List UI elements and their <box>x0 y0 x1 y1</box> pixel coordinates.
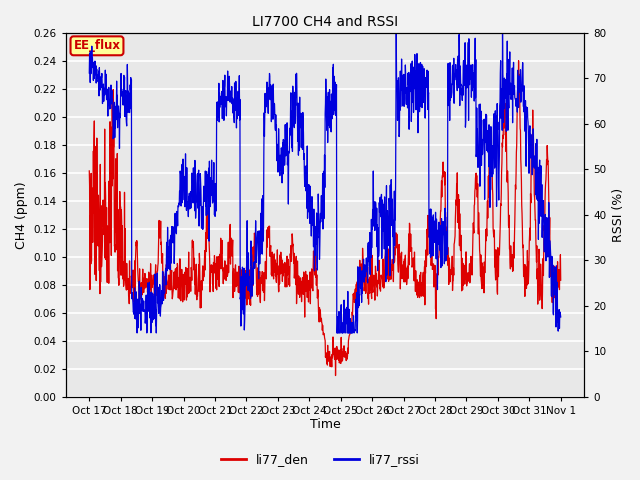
Y-axis label: CH4 (ppm): CH4 (ppm) <box>15 181 28 249</box>
Legend: li77_den, li77_rssi: li77_den, li77_rssi <box>216 448 424 471</box>
Y-axis label: RSSI (%): RSSI (%) <box>612 188 625 242</box>
Title: LI7700 CH4 and RSSI: LI7700 CH4 and RSSI <box>252 15 398 29</box>
Text: EE_flux: EE_flux <box>74 39 120 52</box>
X-axis label: Time: Time <box>310 419 340 432</box>
